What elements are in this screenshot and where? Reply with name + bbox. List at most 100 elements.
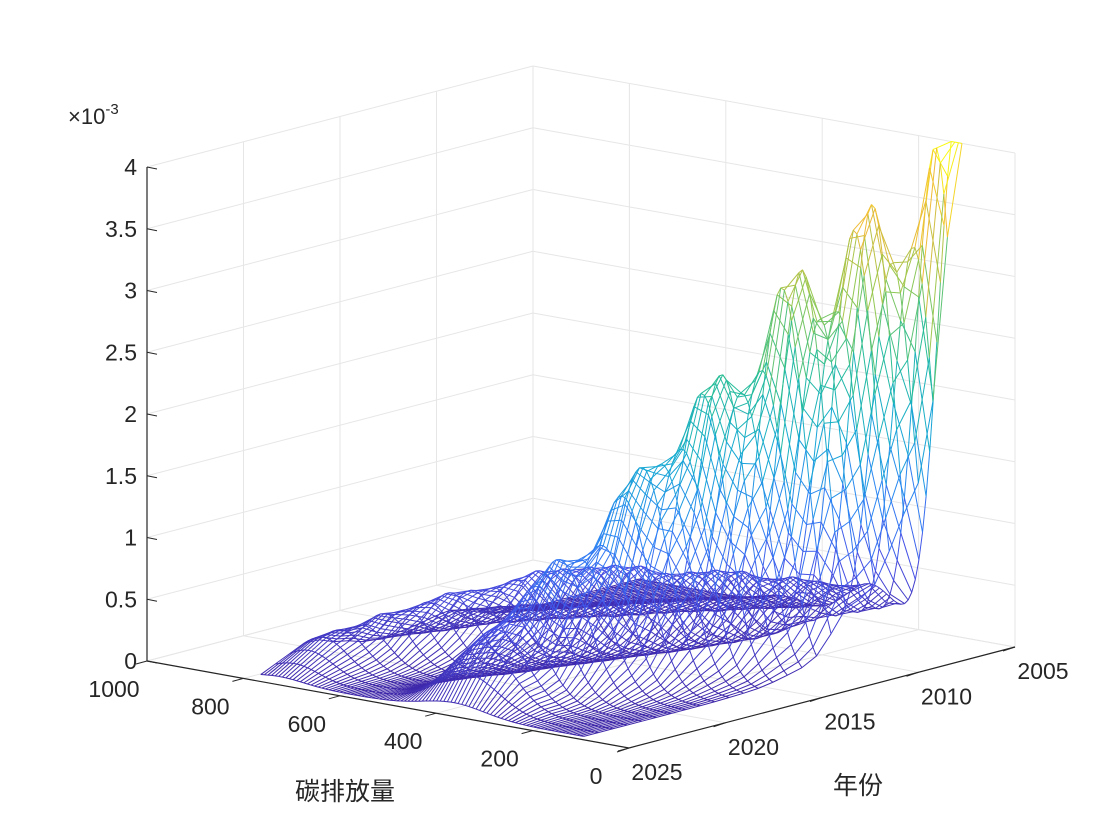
surface-mesh-line (594, 721, 610, 726)
surface-mesh-line (852, 530, 868, 552)
surface-mesh-line (863, 438, 879, 500)
surface-mesh-line (439, 660, 456, 682)
surface-mesh-line (907, 454, 924, 533)
surface-mesh-line (464, 609, 480, 613)
surface-mesh-line (790, 449, 807, 538)
surface-mesh-line (662, 580, 678, 594)
surface-mesh-line (737, 489, 753, 498)
surface-mesh-line (591, 548, 608, 573)
surface-mesh-line (409, 629, 414, 633)
surface-mesh-line (419, 618, 424, 624)
surface-mesh-line (452, 626, 457, 633)
surface-mesh-line (357, 674, 373, 681)
surface-mesh-line (867, 479, 883, 532)
surface-mesh-line (558, 720, 574, 726)
surface-mesh-line (635, 527, 641, 546)
surface-mesh-line (628, 502, 633, 512)
surface-mesh-line (394, 652, 399, 657)
surface-mesh-line (547, 717, 563, 723)
surface-mesh-line (788, 597, 793, 603)
surface-mesh-line (718, 687, 734, 694)
surface-mesh-line (885, 445, 891, 485)
surface-mesh-line (459, 619, 475, 639)
surface-mesh-line (656, 706, 672, 712)
surface-mesh-line (772, 557, 778, 581)
surface-mesh-line (783, 481, 789, 510)
surface-mesh-line (375, 681, 391, 686)
surface-mesh-line (766, 598, 772, 606)
surface-mesh-line (490, 633, 506, 649)
surface-mesh-line (470, 599, 486, 614)
surface-mesh-line (629, 566, 645, 580)
surface-mesh-line (433, 637, 439, 644)
surface-mesh-line (694, 587, 711, 602)
surface-mesh-line (586, 598, 602, 612)
surface-mesh-line (763, 615, 779, 630)
surface-mesh-line (683, 643, 699, 648)
surface-mesh-line (636, 650, 641, 655)
surface-mesh-line (613, 698, 629, 707)
surface-mesh-line (347, 654, 352, 659)
surface-mesh-line (566, 566, 572, 574)
surface-mesh-line (365, 635, 381, 649)
surface-mesh-line (588, 576, 594, 592)
surface-mesh-line (776, 320, 793, 429)
surface-mesh-line (347, 673, 352, 677)
surface-mesh-line (787, 605, 803, 633)
surface-mesh-line (645, 626, 662, 659)
surface-mesh-line (747, 370, 764, 404)
surface-mesh-line (559, 580, 565, 590)
surface-mesh-line (523, 626, 539, 645)
surface-mesh-line (893, 261, 908, 264)
surface-mesh-line (810, 590, 815, 596)
surface-mesh-line (459, 592, 464, 597)
surface-mesh-line (477, 592, 482, 597)
surface-mesh-line (899, 247, 916, 294)
surface-mesh-line (707, 396, 713, 415)
surface-mesh-line (595, 553, 611, 580)
surface-mesh-line (495, 591, 501, 598)
surface-mesh-line (545, 627, 561, 638)
surface-mesh-line (692, 684, 708, 694)
surface-mesh-line (412, 627, 428, 642)
surface-mesh-line (649, 688, 665, 698)
surface-mesh-line (863, 275, 869, 311)
surface-mesh-line (339, 669, 344, 673)
surface-mesh-line (571, 573, 577, 579)
surface-mesh-line (275, 675, 279, 677)
surface-mesh-line (332, 654, 348, 665)
surface-mesh-line (372, 644, 388, 657)
surface-mesh-line (544, 654, 550, 662)
surface-mesh-line (693, 610, 699, 623)
surface-mesh-line (534, 566, 550, 587)
surface-mesh-line (820, 487, 826, 523)
surface-mesh-line (404, 684, 420, 690)
surface-mesh-line (457, 703, 462, 705)
surface-mesh-line (267, 662, 283, 676)
surface-mesh-line (499, 644, 515, 656)
surface-mesh-line (795, 591, 811, 594)
surface-mesh-line (597, 580, 613, 599)
surface-mesh-line (718, 553, 734, 606)
surface-mesh-line (758, 663, 763, 671)
surface-mesh-line (562, 700, 578, 708)
surface-mesh-line (332, 685, 348, 692)
surface-mesh-line (615, 592, 631, 610)
surface-mesh-line (465, 644, 481, 674)
surface-mesh-line (907, 283, 923, 361)
surface-mesh-line (812, 519, 818, 551)
surface-mesh-line (404, 650, 421, 664)
surface-mesh-line (530, 591, 546, 630)
surface-mesh-line (498, 638, 503, 647)
surface-mesh-line (336, 643, 341, 648)
surface-mesh-line (354, 631, 360, 636)
surface-mesh-line (584, 558, 590, 568)
surface-mesh-line (889, 403, 894, 446)
surface-mesh-line (497, 629, 502, 632)
surface-mesh-line (612, 724, 628, 730)
surface-mesh-line (788, 606, 793, 618)
surface-mesh-line (809, 461, 815, 495)
surface-mesh-line (653, 583, 668, 589)
surface-mesh-line (727, 576, 732, 582)
surface-mesh-line (508, 701, 513, 706)
